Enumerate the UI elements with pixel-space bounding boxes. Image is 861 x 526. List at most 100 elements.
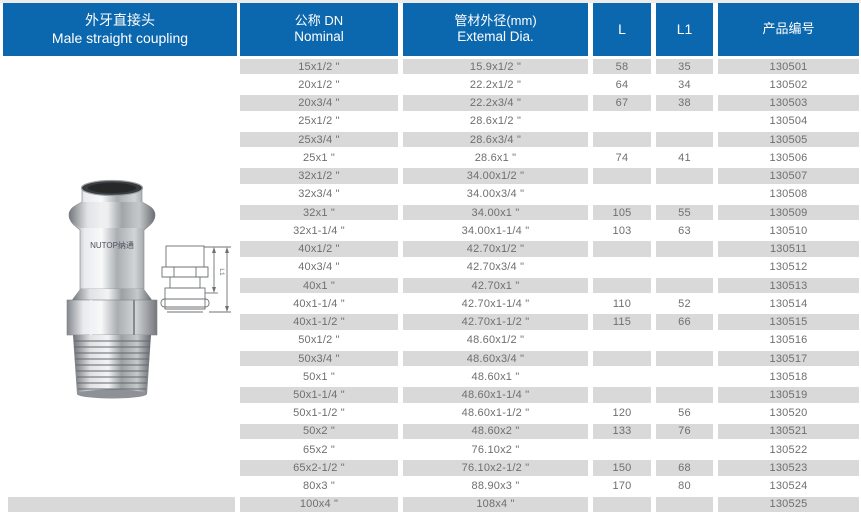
cell-product-code: 130514 bbox=[769, 297, 808, 310]
cell-l: 115 bbox=[593, 314, 651, 330]
table-row: 50x1/2 " 48.60x1/2 " 130516 bbox=[0, 333, 861, 348]
cell-external-dia: 22.2x1/2 " bbox=[469, 78, 522, 91]
column-header-product-code: 产品编号 bbox=[718, 3, 859, 56]
cell-l: 105 bbox=[593, 204, 651, 221]
dimension-diagram: L1 bbox=[160, 245, 231, 313]
table-row: 32x1-1/4 " 34.00x1-1/4 " 103 63 130510 bbox=[0, 223, 861, 238]
cell-external-dia: 42.70x1-1/2 " bbox=[403, 314, 588, 330]
column-header-nominal-en: Nominal bbox=[294, 29, 344, 45]
cell-product-code: 130504 bbox=[769, 115, 808, 128]
column-header-external-dia: 管材外径(mm) Extemal Dia. bbox=[403, 3, 588, 56]
cell-product-code: 130506 bbox=[769, 151, 808, 164]
table-row: 40x1-1/4 " 42.70x1-1/4 " 110 52 130514 bbox=[0, 296, 861, 311]
cell-l bbox=[593, 333, 651, 348]
cell-l bbox=[593, 350, 651, 367]
cell-product-code: 130510 bbox=[769, 224, 808, 237]
cell-external-dia: 42.70x1 " bbox=[403, 277, 588, 294]
cell-l1: 68 bbox=[656, 460, 713, 476]
cell-l1 bbox=[656, 187, 713, 202]
cell-l1: 38 bbox=[656, 95, 713, 111]
table-row: 50x2 " 48.60x2 " 133 76 130521 bbox=[0, 423, 861, 440]
column-header-code-zh: 产品编号 bbox=[762, 21, 815, 37]
cell-l1: 63 bbox=[678, 224, 691, 237]
dimension-label-l1: L1 bbox=[218, 268, 225, 276]
cell-external-dia: 48.60x2 " bbox=[403, 423, 588, 440]
cell-nominal: 25x1 " bbox=[302, 151, 335, 164]
table-row: 32x1 " 34.00x1 " 105 55 130509 bbox=[0, 204, 861, 221]
cell-l bbox=[593, 187, 651, 202]
cell-product-code: 130517 bbox=[718, 350, 859, 367]
cell-product-code: 130512 bbox=[769, 261, 808, 274]
cell-l1 bbox=[656, 260, 713, 275]
cell-l: 103 bbox=[612, 224, 632, 237]
table-row: 65x2-1/2 " 76.10x2-1/2 " 150 68 130523 bbox=[0, 460, 861, 476]
table-row: 20x1/2 " 22.2x1/2 " 64 34 130502 bbox=[0, 77, 861, 92]
table-row: 40x3/4 " 42.70x3/4 " 130512 bbox=[0, 260, 861, 275]
cell-l1: 34 bbox=[678, 78, 691, 91]
cell-l bbox=[593, 369, 651, 384]
table-row: 65x2 " 76.10x2 " 130522 bbox=[0, 442, 861, 457]
cell-l bbox=[593, 260, 651, 275]
column-header-l: L bbox=[593, 3, 651, 56]
cell-l1 bbox=[656, 114, 713, 129]
cell-product-code: 130519 bbox=[718, 387, 859, 403]
cell-external-dia: 34.00x1-1/4 " bbox=[461, 224, 530, 237]
cell-l1 bbox=[656, 369, 713, 384]
cell-product-code: 130516 bbox=[769, 334, 808, 347]
cell-product-code: 130520 bbox=[769, 407, 808, 420]
cell-l1: 56 bbox=[678, 407, 691, 420]
cell-l1 bbox=[656, 241, 713, 257]
cell-l1 bbox=[656, 168, 713, 184]
cell-l bbox=[593, 241, 651, 257]
cell-product-code: 130515 bbox=[718, 314, 859, 330]
cell-external-dia: 22.2x3/4 " bbox=[403, 95, 588, 111]
cell-l1: 35 bbox=[656, 59, 713, 75]
cell-l: 58 bbox=[593, 59, 651, 75]
cell-product-code: 130501 bbox=[718, 59, 859, 75]
cell-l1: 76 bbox=[656, 423, 713, 440]
cell-external-dia: 28.6x1/2 " bbox=[469, 115, 522, 128]
cell-l1: 41 bbox=[678, 151, 691, 164]
cell-l1 bbox=[656, 496, 713, 513]
table-row: 40x1 " 42.70x1 " 130513 bbox=[0, 277, 861, 294]
cell-nominal: 50x1/2 " bbox=[298, 334, 340, 347]
table-row: 40x1-1/2 " 42.70x1-1/2 " 115 66 130515 bbox=[0, 314, 861, 330]
cell-external-dia: 88.90x3 " bbox=[471, 480, 520, 493]
cell-product-code: 130503 bbox=[718, 95, 859, 111]
cell-l bbox=[593, 442, 651, 457]
cell-external-dia: 76.10x2 " bbox=[471, 443, 520, 456]
cell-l: 67 bbox=[593, 95, 651, 111]
table-row: 50x1-1/2 " 48.60x1-1/2 " 120 56 130520 bbox=[0, 406, 861, 421]
cell-external-dia: 28.6x3/4 " bbox=[403, 131, 588, 148]
cell-product-code: 130502 bbox=[769, 78, 808, 91]
product-illustrations: NUTOP纳通 bbox=[66, 179, 231, 399]
cell-external-dia: 48.60x1 " bbox=[471, 370, 520, 383]
cell-nominal: 15x1/2 " bbox=[240, 59, 398, 75]
page-top-edge bbox=[0, 0, 861, 3]
cell-external-dia: 42.70x3/4 " bbox=[466, 261, 525, 274]
table-row: 50x3/4 " 48.60x3/4 " 130517 bbox=[0, 350, 861, 367]
cell-external-dia: 42.70x1-1/4 " bbox=[461, 297, 530, 310]
column-header-dia-zh: 管材外径(mm) bbox=[454, 12, 537, 28]
table-row: 25x1/2 " 28.6x1/2 " 130504 bbox=[0, 114, 861, 129]
cell-l1: 80 bbox=[678, 480, 691, 493]
cell-nominal: 32x1/2 " bbox=[240, 168, 398, 184]
table-row: 25x3/4 " 28.6x3/4 " 130505 bbox=[0, 131, 861, 148]
cell-external-dia: 15.9x1/2 " bbox=[403, 59, 588, 75]
cell-l1 bbox=[656, 333, 713, 348]
brand-marking: NUTOP纳通 bbox=[90, 240, 134, 250]
cell-l: 120 bbox=[612, 407, 632, 420]
cell-external-dia: 48.60x1/2 " bbox=[466, 334, 525, 347]
cell-product-code: 130521 bbox=[718, 423, 859, 440]
cell-nominal: 32x3/4 " bbox=[298, 188, 340, 201]
table-row: 20x3/4 " 22.2x3/4 " 67 38 130503 bbox=[0, 95, 861, 111]
product-photo: NUTOP纳通 bbox=[66, 179, 158, 399]
cell-l bbox=[593, 114, 651, 129]
cell-product-code: 130513 bbox=[718, 277, 859, 294]
cell-l: 170 bbox=[612, 480, 632, 493]
product-name-zh: 外牙直接头 bbox=[85, 12, 155, 28]
cell-nominal: 50x1-1/4 " bbox=[240, 387, 398, 403]
cell-nominal: 25x1/2 " bbox=[298, 115, 340, 128]
cell-external-dia: 48.60x1-1/4 " bbox=[403, 387, 588, 403]
cell-l1 bbox=[656, 442, 713, 457]
